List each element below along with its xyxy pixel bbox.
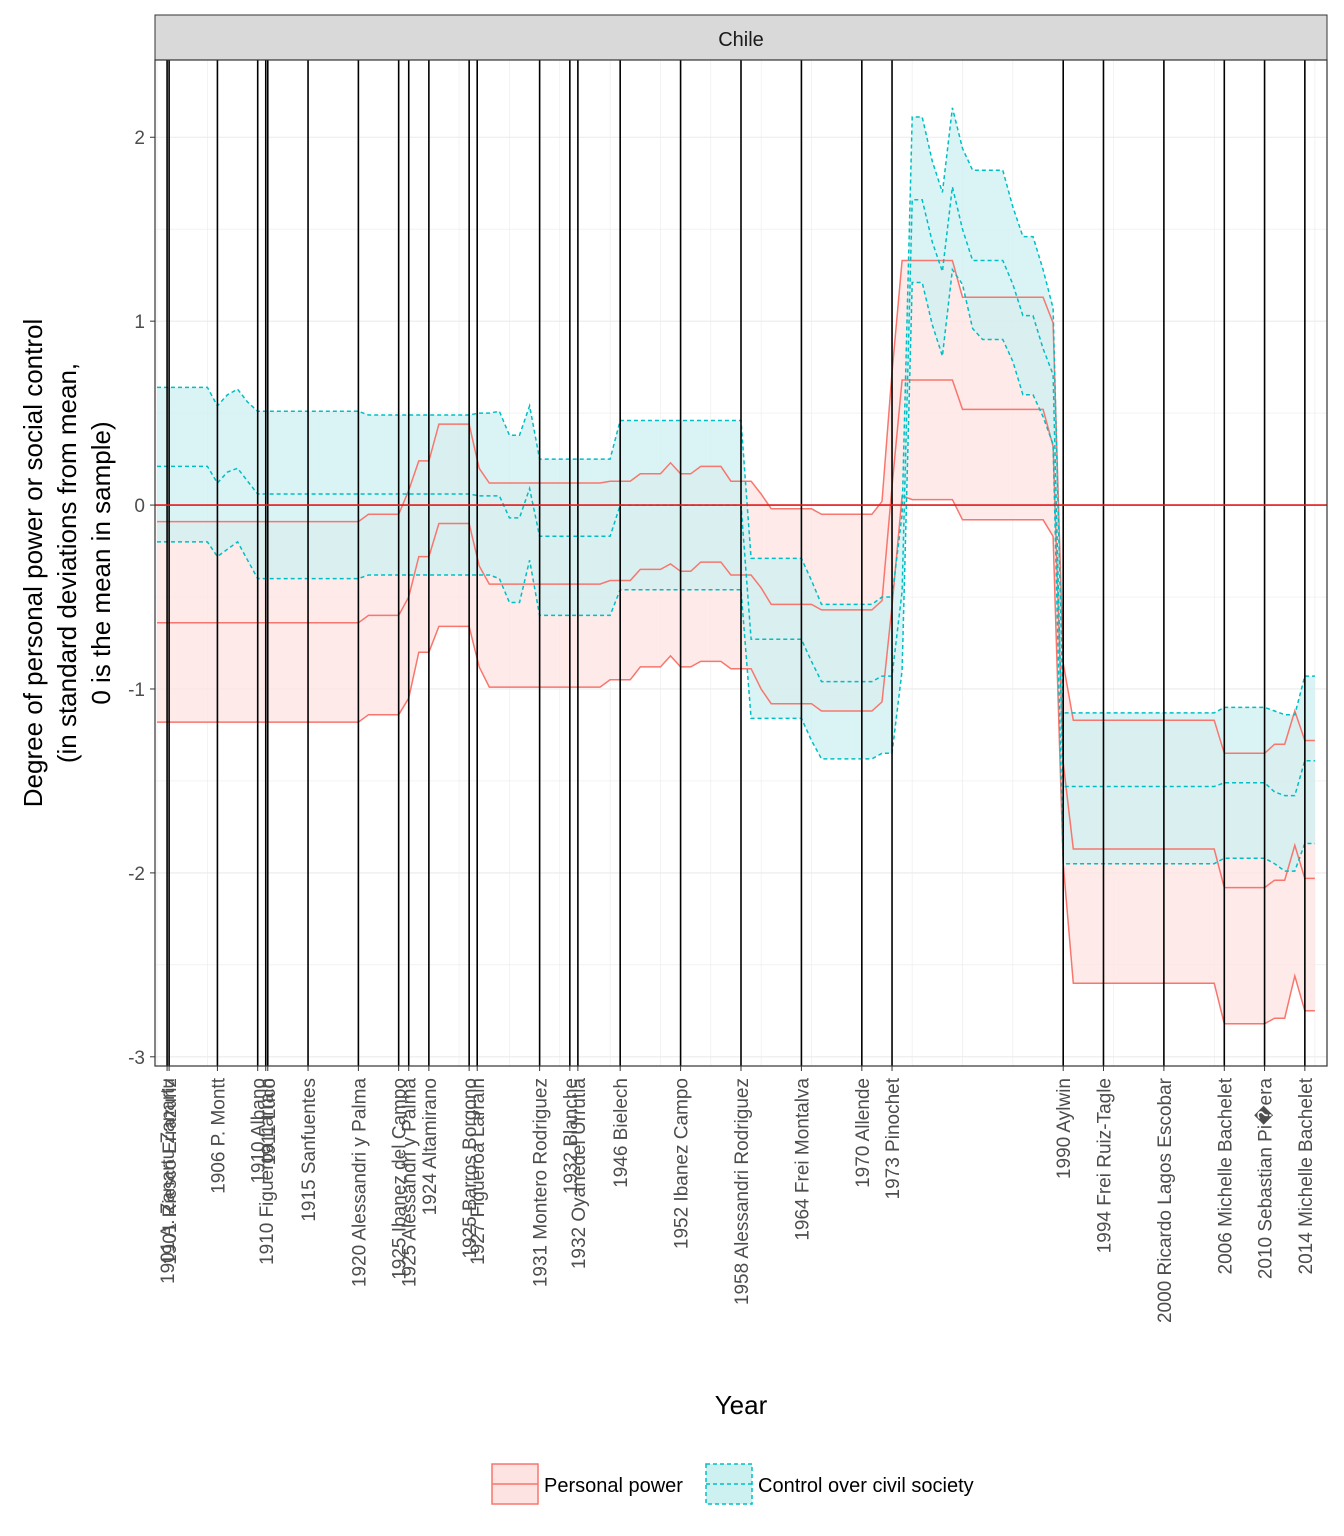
- x-tick-label: 1932 Oyanedel Urrutia: [569, 1078, 590, 1270]
- y-tick-label: -1: [128, 680, 145, 701]
- leader-lines: [166, 60, 1306, 1066]
- x-tick-label: 1964 Frei Montalva: [792, 1078, 813, 1241]
- line-control-upper: [157, 107, 1315, 716]
- y-axis-title-line: 0 is the mean in sample): [86, 421, 116, 704]
- y-tick-label: -3: [128, 1048, 145, 1069]
- line-control-mean: [157, 186, 1315, 797]
- line-control-lower: [157, 267, 1315, 872]
- x-tick-label: 1952 Ibanez Campo: [672, 1078, 693, 1249]
- x-tick-label: 1915 Sanfuentes: [299, 1078, 320, 1222]
- x-tick-label: 1970 Allende: [853, 1078, 874, 1188]
- facet-strip: [154, 14, 1328, 61]
- x-tick-label: 1958 Alessandri Rodriguez: [732, 1078, 753, 1305]
- x-tick-label: 1932 Blanche: [561, 1078, 582, 1194]
- y-tick-label: -2: [128, 864, 145, 885]
- x-tick-label: 1924 Altamirano: [420, 1078, 441, 1215]
- x-tick-label: 1927 Figueroa Larrain: [468, 1078, 489, 1265]
- x-tick-label: 1906 P. Montt: [208, 1077, 229, 1194]
- x-tick-label: 1911 Luco: [259, 1078, 280, 1165]
- series-lines: [157, 107, 1315, 1025]
- series-bands: [157, 107, 1315, 1024]
- x-tick-label: 1973 Pinochet: [883, 1077, 904, 1199]
- x-tick-label: 1925 Ibanez del Campo: [390, 1078, 411, 1280]
- x-tick-label: 1994 Frei Ruiz-Tagle: [1095, 1078, 1116, 1253]
- line-personal-mean: [157, 379, 1315, 889]
- y-axis: 2 1 0 -1 -2 -3: [128, 128, 155, 1069]
- legend: Personal power Control over civil societ…: [491, 1463, 974, 1505]
- x-tick-label: 2010 Sebastian Pi�era: [1254, 1078, 1277, 1280]
- x-tick-label: 1925 Alessandri y Palma: [400, 1078, 421, 1288]
- y-tick-label: 1: [134, 312, 145, 333]
- y-axis-title-line: (in standard deviations from mean,: [52, 363, 82, 763]
- legend-label-control: Control over civil society: [758, 1475, 974, 1497]
- y-tick-label: 0: [134, 496, 145, 517]
- x-tick-label: 2014 Michelle Bachelet: [1296, 1077, 1317, 1274]
- y-axis-title-line: Degree of personal power or social contr…: [18, 319, 48, 807]
- x-tick-label: 1901 A. Zanartu Zanartu: [158, 1078, 179, 1284]
- x-tick-label: 1901 Riesco Errazuriz: [160, 1078, 181, 1265]
- y-tick-label: 2: [134, 128, 145, 149]
- x-tick-label: 1910 Albano: [249, 1078, 270, 1184]
- x-tick-label: 1931 Montero Rodriguez: [531, 1078, 552, 1287]
- x-tick-label: 1946 Bielech: [611, 1078, 632, 1188]
- x-tick-label: 1990 Aylwin: [1054, 1078, 1075, 1179]
- y-axis-title: Degree of personal power or social contr…: [18, 319, 116, 807]
- facet-label: Chile: [718, 29, 764, 51]
- band-control: [157, 107, 1315, 872]
- x-tick-label: 1920 Alessandri y Palma: [349, 1078, 370, 1288]
- x-axis-title: Year: [715, 1390, 768, 1420]
- line-personal-upper: [157, 259, 1315, 755]
- line-personal-lower: [157, 494, 1315, 1025]
- x-tick-label: 2006 Michelle Bachelet: [1215, 1077, 1236, 1274]
- x-tick-label: 2000 Ricardo Lagos Escobar: [1155, 1077, 1176, 1323]
- x-tick-label: 1910 Figueroa Larrain: [257, 1078, 278, 1265]
- legend-label-personal: Personal power: [544, 1475, 683, 1497]
- x-tick-label: 1925 Barros Borgono: [460, 1078, 481, 1259]
